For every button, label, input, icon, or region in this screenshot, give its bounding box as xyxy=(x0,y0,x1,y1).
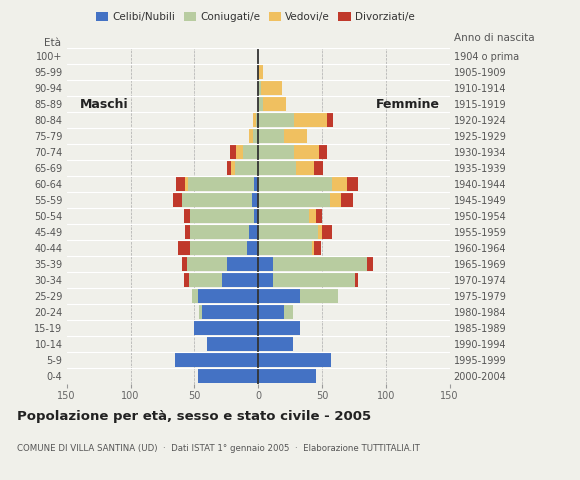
Bar xyxy=(258,370,316,383)
Bar xyxy=(314,161,323,175)
Text: Età: Età xyxy=(44,38,61,48)
Bar xyxy=(194,322,258,335)
Bar xyxy=(332,178,347,191)
Text: Femmine: Femmine xyxy=(375,97,440,110)
Bar xyxy=(182,257,187,271)
Bar xyxy=(258,65,263,79)
Bar xyxy=(327,113,333,127)
Bar xyxy=(309,209,316,223)
Bar xyxy=(322,226,332,239)
Bar xyxy=(258,337,292,350)
Bar xyxy=(227,257,258,271)
Bar xyxy=(256,113,258,127)
Bar xyxy=(258,130,284,143)
Bar xyxy=(190,226,249,239)
Bar xyxy=(246,241,258,254)
Bar xyxy=(258,241,311,254)
Bar xyxy=(254,178,258,191)
Bar xyxy=(243,145,258,158)
Bar xyxy=(258,178,332,191)
Bar xyxy=(258,209,309,223)
Text: Anno di nascita: Anno di nascita xyxy=(454,33,535,43)
Bar xyxy=(188,178,254,191)
Bar xyxy=(176,178,186,191)
Bar xyxy=(273,257,367,271)
Bar xyxy=(294,113,327,127)
Bar xyxy=(258,97,263,110)
Bar xyxy=(192,289,198,302)
Bar xyxy=(258,289,300,302)
Bar xyxy=(258,305,284,319)
Bar xyxy=(175,353,258,367)
Bar xyxy=(318,226,322,239)
Bar xyxy=(254,209,258,223)
Bar xyxy=(249,130,253,143)
Bar xyxy=(202,305,258,319)
Bar xyxy=(190,209,254,223)
Bar xyxy=(173,193,182,206)
Bar xyxy=(258,226,318,239)
Bar xyxy=(296,161,314,175)
Bar xyxy=(273,274,355,287)
Bar xyxy=(190,241,246,254)
Bar xyxy=(186,226,190,239)
Bar xyxy=(230,145,237,158)
Bar xyxy=(207,337,258,350)
Bar xyxy=(258,274,273,287)
Bar xyxy=(258,113,294,127)
Bar xyxy=(182,193,252,206)
Bar xyxy=(258,193,329,206)
Bar xyxy=(235,161,258,175)
Bar xyxy=(294,145,320,158)
Bar xyxy=(284,305,292,319)
Text: COMUNE DI VILLA SANTINA (UD)  ·  Dati ISTAT 1° gennaio 2005  ·  Elaborazione TUT: COMUNE DI VILLA SANTINA (UD) · Dati ISTA… xyxy=(17,444,420,453)
Bar xyxy=(260,82,282,95)
Bar xyxy=(311,241,314,254)
Bar xyxy=(177,241,190,254)
Bar xyxy=(258,161,296,175)
Bar xyxy=(198,289,258,302)
Bar xyxy=(253,113,256,127)
Bar xyxy=(258,82,260,95)
Text: Maschi: Maschi xyxy=(79,97,128,110)
Bar xyxy=(284,130,307,143)
Bar xyxy=(258,145,294,158)
Bar xyxy=(184,209,190,223)
Bar xyxy=(320,145,327,158)
Bar xyxy=(189,274,222,287)
Bar xyxy=(198,370,258,383)
Bar xyxy=(237,145,243,158)
Bar xyxy=(253,130,258,143)
Text: Popolazione per età, sesso e stato civile - 2005: Popolazione per età, sesso e stato civil… xyxy=(17,410,372,423)
Bar xyxy=(263,97,286,110)
Bar xyxy=(258,257,273,271)
Bar xyxy=(187,257,227,271)
Bar xyxy=(252,193,258,206)
Bar xyxy=(249,226,258,239)
Bar xyxy=(367,257,373,271)
Bar xyxy=(200,305,202,319)
Bar xyxy=(184,274,189,287)
Bar xyxy=(316,209,322,223)
Bar xyxy=(347,178,358,191)
Bar xyxy=(231,161,235,175)
Bar xyxy=(186,178,188,191)
Bar xyxy=(300,289,339,302)
Bar xyxy=(222,274,258,287)
Bar xyxy=(314,241,321,254)
Bar xyxy=(258,322,300,335)
Bar xyxy=(258,353,331,367)
Bar xyxy=(227,161,231,175)
Bar xyxy=(355,274,358,287)
Bar xyxy=(341,193,353,206)
Bar xyxy=(329,193,341,206)
Legend: Celibi/Nubili, Coniugati/e, Vedovi/e, Divorziati/e: Celibi/Nubili, Coniugati/e, Vedovi/e, Di… xyxy=(92,8,419,26)
